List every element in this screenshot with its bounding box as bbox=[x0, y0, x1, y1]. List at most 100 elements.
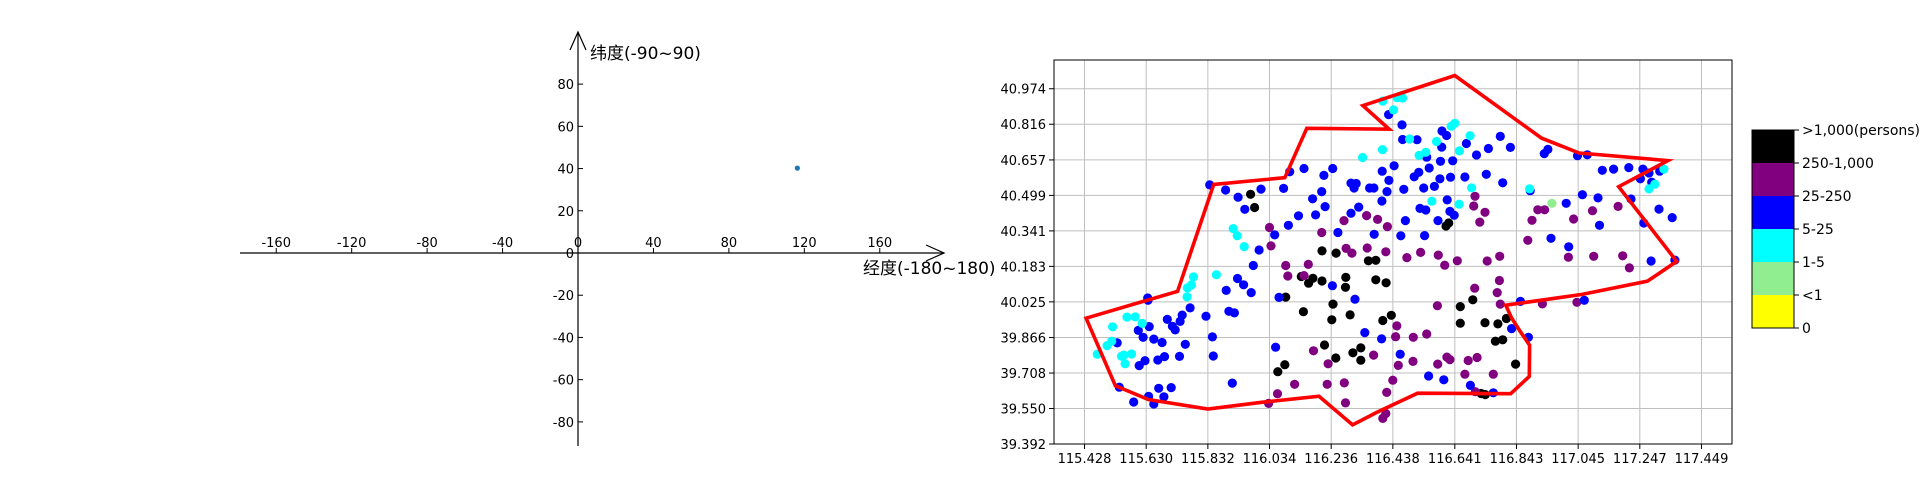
population-point bbox=[1448, 156, 1458, 166]
y-tick-label: 40.341 bbox=[1001, 225, 1047, 240]
population-point bbox=[1281, 292, 1291, 302]
population-point bbox=[1495, 251, 1505, 261]
population-point bbox=[1501, 313, 1511, 324]
x-axis-arrow bbox=[925, 244, 946, 262]
legend-swatch bbox=[1752, 295, 1794, 328]
population-point bbox=[1471, 150, 1482, 160]
population-point bbox=[1130, 312, 1140, 322]
population-point bbox=[1563, 252, 1573, 262]
x-tick-label: 116.438 bbox=[1366, 452, 1420, 467]
population-point bbox=[1340, 398, 1351, 408]
legend-label: >1,000(persons) bbox=[1802, 123, 1920, 139]
population-point bbox=[1348, 348, 1358, 358]
population-point bbox=[1174, 351, 1185, 361]
location-points bbox=[794, 165, 800, 171]
x-tick-label: 0 bbox=[574, 236, 582, 251]
population-point bbox=[1250, 202, 1260, 213]
population-point bbox=[1122, 312, 1132, 322]
population-point bbox=[1246, 288, 1256, 298]
population-point bbox=[1431, 136, 1442, 147]
coordinate-axes-chart: -160 -120 -80 -40 0 40 80 120 160 80 60 40 20 0 -20 -4… bbox=[240, 30, 996, 446]
population-point bbox=[1371, 255, 1381, 265]
population-point bbox=[1618, 251, 1628, 261]
population-point bbox=[1388, 375, 1398, 385]
population-point bbox=[1377, 334, 1387, 344]
population-point bbox=[1547, 198, 1557, 208]
population-point bbox=[1433, 250, 1443, 260]
population-point bbox=[1416, 247, 1426, 257]
population-point bbox=[1454, 199, 1464, 209]
population-point bbox=[1577, 190, 1587, 200]
plot-frame bbox=[1053, 59, 1733, 445]
population-point bbox=[1398, 93, 1408, 103]
population-point bbox=[1495, 299, 1505, 309]
population-point bbox=[1159, 392, 1169, 402]
population-point bbox=[1180, 339, 1190, 349]
population-point bbox=[1377, 145, 1388, 155]
population-point bbox=[1340, 282, 1351, 292]
population-point bbox=[1397, 120, 1407, 130]
population-point bbox=[1221, 185, 1231, 195]
population-point bbox=[1587, 206, 1598, 216]
population-point bbox=[1442, 195, 1452, 205]
population-point bbox=[1270, 230, 1280, 240]
population-point bbox=[1463, 355, 1473, 366]
axes-lines bbox=[240, 30, 946, 446]
population-point bbox=[1472, 352, 1482, 363]
population-point bbox=[1480, 318, 1490, 328]
population-point bbox=[1208, 351, 1218, 361]
population-point bbox=[1511, 359, 1521, 369]
population-point bbox=[1162, 314, 1172, 324]
population-point bbox=[1400, 216, 1410, 226]
population-point bbox=[1239, 242, 1249, 252]
population-point bbox=[1470, 191, 1480, 201]
population-point bbox=[1492, 288, 1502, 298]
x-tick-label: 115.630 bbox=[1119, 452, 1173, 467]
population-point bbox=[1412, 135, 1422, 145]
region-boundary bbox=[1083, 73, 1680, 428]
x-tick-label: 115.832 bbox=[1181, 452, 1235, 467]
population-point bbox=[1440, 260, 1450, 270]
y-tick-label: -40 bbox=[553, 331, 574, 346]
population-point bbox=[1144, 322, 1154, 332]
x-tick-label: 117.045 bbox=[1551, 452, 1605, 467]
population-point bbox=[1445, 355, 1455, 365]
population-point bbox=[1317, 276, 1327, 286]
population-point bbox=[1498, 178, 1508, 188]
legend-swatch bbox=[1752, 229, 1794, 262]
y-tick-label: 40.499 bbox=[1001, 189, 1047, 204]
legend-label: 250-1,000 bbox=[1802, 156, 1874, 172]
population-point bbox=[1298, 307, 1308, 317]
population-point bbox=[1274, 292, 1284, 302]
population-point bbox=[1137, 318, 1147, 328]
population-point bbox=[1392, 321, 1402, 331]
population-point bbox=[1339, 216, 1349, 226]
population-point bbox=[1283, 220, 1293, 230]
population-point bbox=[1266, 241, 1276, 251]
population-point bbox=[1239, 280, 1249, 290]
legend-label: 1-5 bbox=[1802, 255, 1825, 271]
y-tick-label: 39.392 bbox=[1001, 438, 1047, 453]
population-point bbox=[1381, 278, 1391, 288]
population-point bbox=[1460, 369, 1470, 379]
y-tick-label: 40.025 bbox=[1001, 296, 1047, 311]
population-point bbox=[1166, 383, 1176, 393]
population-point bbox=[1157, 337, 1167, 348]
population-point bbox=[1138, 332, 1148, 342]
population-point bbox=[1290, 379, 1300, 389]
population-point bbox=[1408, 332, 1418, 342]
population-point bbox=[1346, 208, 1356, 218]
population-point bbox=[1373, 214, 1383, 224]
population-point bbox=[1498, 335, 1508, 345]
y-tick-label: 39.550 bbox=[1001, 403, 1047, 418]
population-point bbox=[1134, 361, 1144, 371]
population-point bbox=[1650, 179, 1660, 189]
y-tick-label: 40.657 bbox=[1001, 154, 1047, 169]
population-point bbox=[1211, 270, 1221, 280]
population-point bbox=[1465, 131, 1475, 141]
x-tick-label: 116.236 bbox=[1304, 452, 1358, 467]
population-point bbox=[1378, 413, 1388, 423]
population-point bbox=[1378, 315, 1388, 326]
population-point bbox=[1246, 189, 1256, 199]
